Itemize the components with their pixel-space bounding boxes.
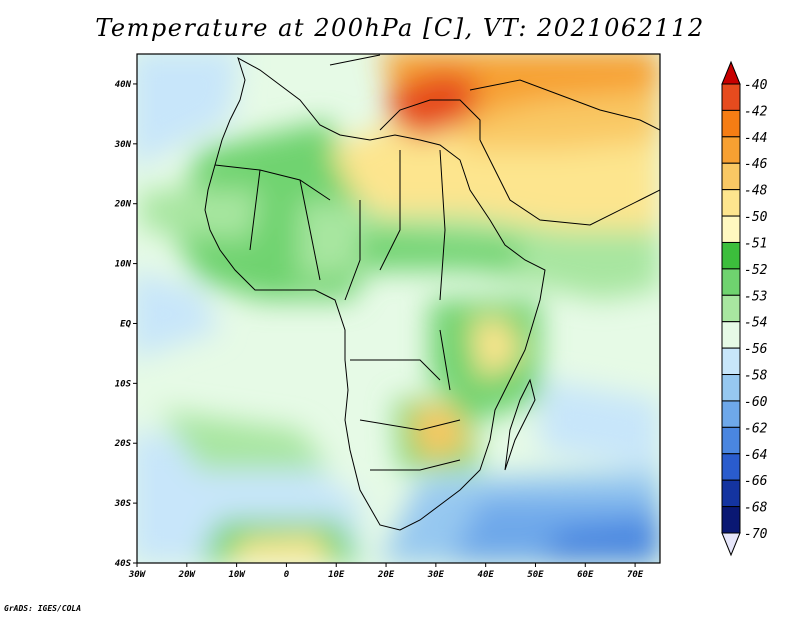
colorbar-label: -62	[744, 421, 768, 436]
colorbar-top-arrow	[721, 60, 741, 85]
x-tick-label: 60E	[577, 570, 594, 580]
colorbar-segment	[721, 189, 741, 217]
colorbar-label: -51	[744, 236, 767, 251]
x-tick-label: 30W	[128, 570, 147, 580]
y-tick-label: 40S	[115, 559, 132, 569]
colorbar-segment	[721, 268, 741, 296]
coastlines	[204, 54, 660, 531]
colorbar-label: -48	[744, 184, 768, 199]
colorbar-label: -56	[744, 342, 768, 357]
colorbar-segment	[721, 506, 741, 534]
colorbar-label: -52	[744, 263, 768, 278]
x-axis: 30W 20W 10W 0 10E 20E 30E 40E 50E 60E 70E	[128, 563, 644, 580]
colorbar-segment	[721, 215, 741, 243]
y-tick-label: 40N	[115, 80, 132, 90]
colorbar-label: -50	[744, 210, 768, 225]
x-tick-label: 10E	[328, 570, 345, 580]
colorbar-segment	[721, 241, 741, 270]
y-tick-label: 30S	[114, 499, 132, 509]
y-axis: 40N 30N 20N 10N EQ 10S 20S 30S 40S	[114, 80, 137, 569]
colorbar-segment	[721, 426, 741, 455]
colorbar-label: -53	[744, 289, 767, 304]
colorbar-label: -54	[744, 316, 767, 331]
colorbar-segment	[721, 109, 741, 138]
x-tick-label: 20E	[377, 570, 395, 580]
colorbar-segment	[721, 136, 741, 164]
y-tick-label: 30N	[114, 140, 132, 150]
colorbar-segment	[721, 347, 741, 376]
colorbar-label: -42	[744, 104, 768, 119]
colorbar: -40 -42 -44 -46 -48 -50 -51 -52 -53 -54 -56 -58 -60 -…	[721, 60, 768, 557]
colorbar-label: -68	[744, 501, 768, 516]
temperature-field	[137, 54, 660, 563]
colorbar-segment	[721, 162, 741, 191]
colorbar-segment	[721, 453, 741, 481]
y-tick-label: EQ	[120, 319, 131, 329]
y-tick-label: 10N	[115, 260, 132, 270]
colorbar-label: -58	[744, 369, 768, 384]
y-tick-label: 10S	[115, 379, 132, 389]
colorbar-label: -64	[744, 448, 767, 463]
x-tick-label: 70E	[627, 570, 644, 580]
map-frame	[136, 53, 661, 564]
x-tick-label: 30E	[427, 570, 445, 580]
credit-text: GrADS: IGES/COLA	[4, 604, 82, 613]
colorbar-segment	[721, 294, 741, 323]
colorbar-segment	[721, 374, 741, 402]
colorbar-label: -60	[744, 395, 768, 410]
colorbar-segment	[721, 321, 741, 349]
colorbar-label: -66	[744, 474, 768, 489]
x-tick-label: 40E	[478, 570, 495, 580]
x-tick-label: 20W	[178, 570, 197, 580]
colorbar-label: -40	[744, 78, 768, 93]
chart-title: Temperature at 200hPa [C], VT: 202106211…	[95, 14, 705, 42]
y-tick-label: 20S	[114, 439, 132, 449]
x-tick-label: 0	[284, 570, 290, 580]
x-tick-label: 50E	[527, 570, 544, 580]
colorbar-label: -44	[744, 131, 767, 146]
colorbar-label: -46	[744, 157, 768, 172]
colorbar-segment	[721, 479, 741, 508]
colorbar-label: -70	[744, 527, 768, 542]
colorbar-bottom-arrow	[721, 532, 741, 557]
y-tick-label: 20N	[114, 200, 132, 210]
colorbar-segment	[721, 83, 741, 111]
x-tick-label: 10W	[228, 570, 246, 580]
colorbar-segment	[721, 400, 741, 428]
